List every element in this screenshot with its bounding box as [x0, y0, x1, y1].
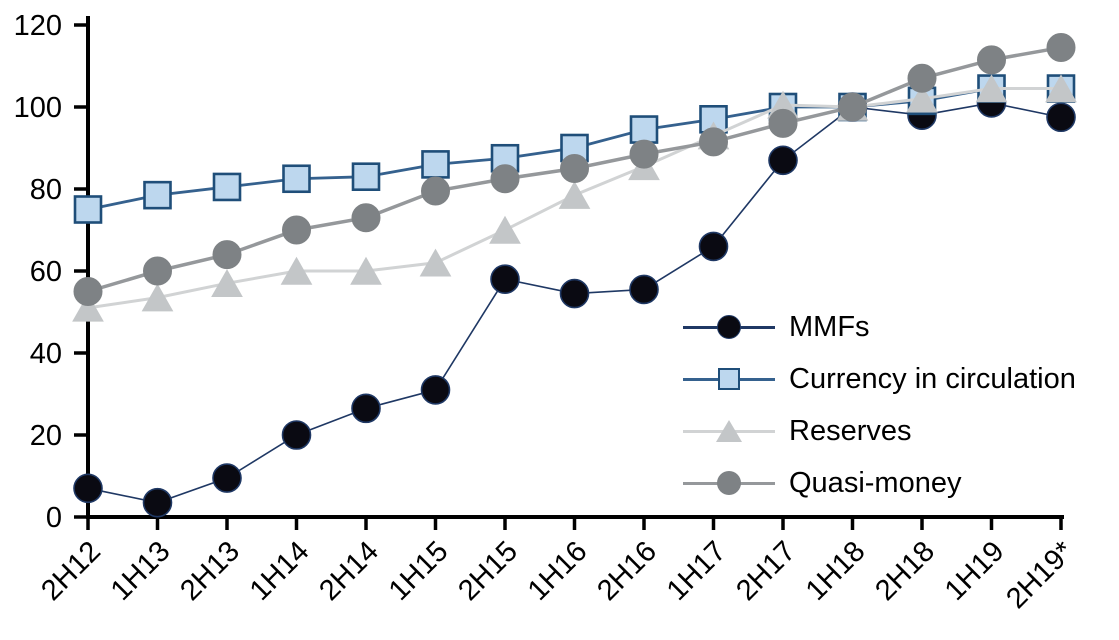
data-point-marker-reserves [211, 269, 243, 297]
legend-item-reserves: Reserves [683, 405, 1076, 457]
data-point-marker-reserves [72, 293, 104, 322]
y-tick-label: 60 [30, 256, 62, 288]
data-point-marker-mmfs [351, 393, 381, 424]
x-tick-label: 2H15 [452, 535, 524, 607]
y-tick-label: 80 [30, 174, 62, 206]
x-tick-label: 2H13 [174, 535, 246, 607]
data-point-marker-mmfs [420, 375, 451, 405]
data-point-marker-quasi-money [490, 164, 520, 194]
data-point-marker-reserves [558, 180, 591, 209]
data-point-marker-quasi-money [351, 203, 381, 233]
y-tick-label: 120 [14, 10, 62, 42]
legend: MMFs Currency in circulation Reserves Qu… [683, 301, 1076, 509]
data-point-marker-quasi-money [768, 108, 798, 138]
data-point-marker-mmfs [281, 420, 312, 450]
legend-marker-currency-icon [683, 364, 775, 394]
data-point-marker-reserves [350, 256, 382, 285]
data-point-marker-quasi-money [629, 139, 659, 169]
data-point-marker-quasi-money [699, 127, 728, 157]
legend-label: Quasi-money [789, 466, 962, 499]
legend-item-mmfs: MMFs [683, 301, 1076, 353]
x-tick-label: 1H13 [105, 535, 177, 607]
legend-item-currency-in-circulation: Currency in circulation [683, 353, 1076, 405]
data-point-marker-mmfs [698, 231, 729, 262]
legend-marker-quasi-money-icon [683, 468, 775, 498]
legend-marker-mmfs-icon [683, 312, 775, 342]
data-point-marker-quasi-money [143, 256, 172, 286]
data-point-marker-currency-in-circulation [629, 115, 659, 144]
y-tick-label: 100 [14, 92, 62, 124]
x-tick-label: 1H18 [800, 535, 872, 607]
y-tick-label: 40 [30, 338, 62, 370]
x-tick-label: 2H12 [35, 535, 107, 607]
data-point-marker-mmfs [142, 487, 173, 518]
data-point-marker-quasi-money [1046, 33, 1076, 63]
x-tick-label: 2H16 [591, 535, 663, 607]
data-point-marker-quasi-money [421, 176, 450, 206]
data-point-marker-mmfs [212, 463, 242, 493]
data-point-marker-quasi-money [977, 45, 1006, 75]
data-point-marker-quasi-money [282, 215, 311, 245]
data-point-marker-mmfs [629, 274, 659, 305]
data-point-marker-currency-in-circulation [212, 172, 242, 202]
y-tick-label: 0 [46, 502, 62, 534]
x-tick-label: 1H14 [244, 535, 316, 607]
x-tick-label: 1H19 [939, 535, 1011, 607]
data-point-marker-quasi-money [73, 277, 103, 306]
data-point-marker-reserves [419, 248, 452, 277]
data-point-marker-quasi-money [907, 63, 937, 93]
data-point-marker-reserves [141, 283, 174, 312]
data-point-marker-currency-in-circulation [73, 195, 103, 224]
data-point-marker-currency-in-circulation [421, 150, 450, 179]
x-tick-label: 1H17 [661, 535, 733, 607]
data-point-marker-reserves [906, 84, 938, 113]
legend-label: Reserves [789, 414, 912, 447]
data-point-marker-mmfs [73, 473, 103, 504]
data-point-marker-mmfs [559, 278, 590, 309]
legend-label: MMFs [789, 310, 870, 343]
data-point-marker-reserves [975, 74, 1008, 103]
data-point-marker-reserves [1045, 74, 1077, 103]
legend-label: Currency in circulation [789, 362, 1076, 395]
x-tick-label: 1H15 [383, 535, 455, 607]
data-point-marker-currency-in-circulation [351, 162, 381, 191]
data-point-marker-reserves [489, 215, 521, 244]
data-point-marker-quasi-money [560, 154, 589, 183]
x-tick-label: 2H18 [869, 535, 941, 607]
data-point-marker-reserves [280, 256, 313, 285]
x-tick-label: 2H14 [313, 535, 385, 607]
data-point-marker-mmfs [490, 264, 520, 295]
data-point-marker-currency-in-circulation [490, 143, 520, 173]
data-point-marker-mmfs [1046, 102, 1076, 133]
data-point-marker-mmfs [768, 145, 798, 176]
legend-marker-reserves-icon [683, 416, 775, 446]
data-point-marker-quasi-money [838, 92, 867, 122]
data-point-marker-currency-in-circulation [282, 164, 311, 194]
x-tick-label: 2H17 [730, 535, 802, 607]
legend-item-quasi-money: Quasi-money [683, 457, 1076, 509]
x-tick-label: 1H16 [522, 535, 594, 607]
data-point-marker-currency-in-circulation [143, 180, 172, 210]
data-point-marker-quasi-money [212, 240, 242, 270]
x-tick-label: 2H19* [1000, 535, 1080, 615]
y-tick-label: 20 [30, 420, 62, 452]
